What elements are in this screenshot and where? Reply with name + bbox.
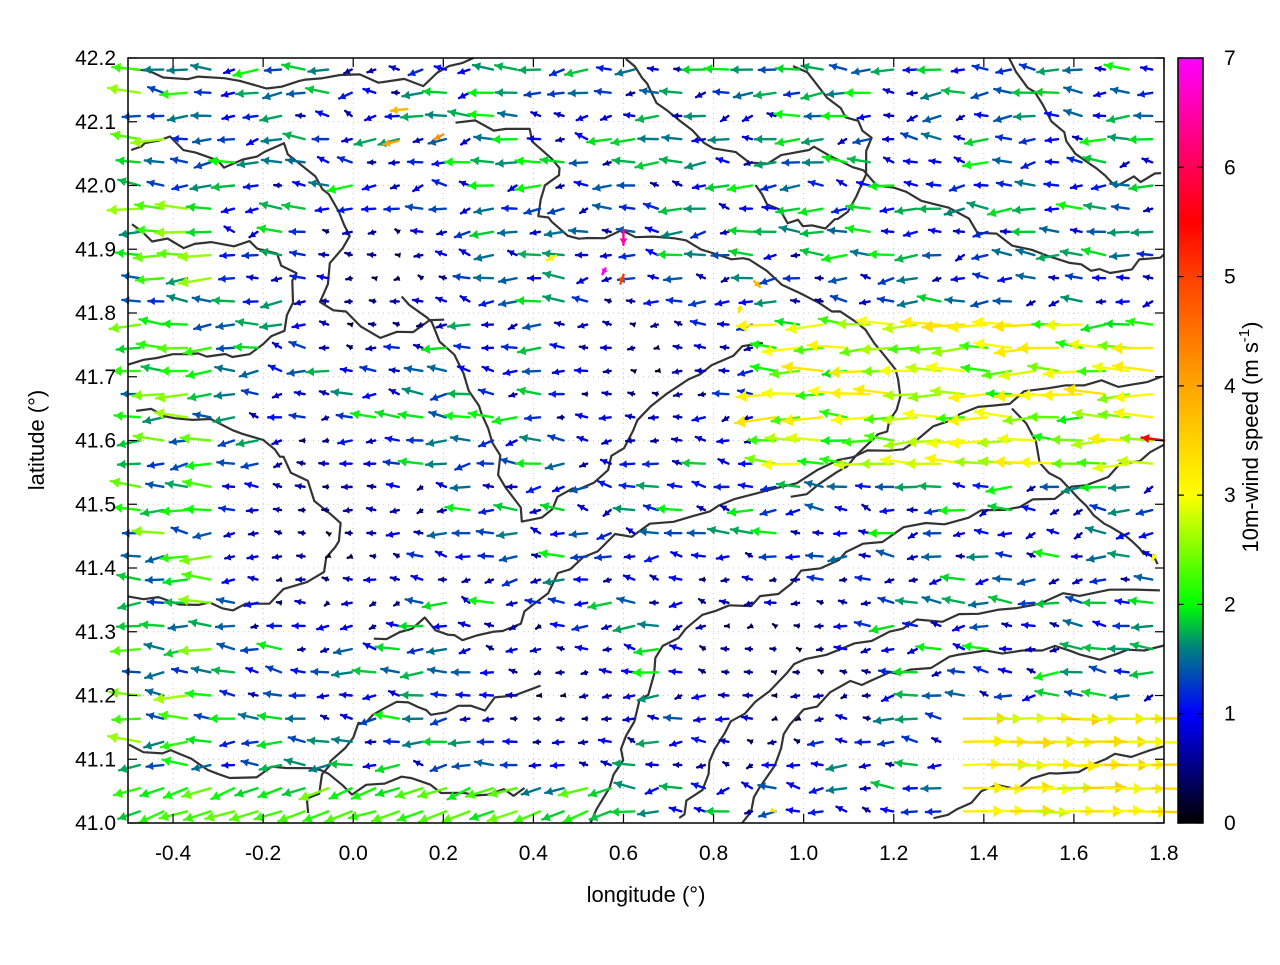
colorbar-title: 10m-wind speed (m s-1) — [1236, 322, 1263, 553]
y-tick-label: 41.9 — [75, 238, 116, 261]
y-tick-label: 41.7 — [75, 366, 116, 389]
colorbar-title-close: ) — [1238, 322, 1263, 329]
x-tick-label: 0.6 — [609, 842, 638, 865]
y-tick-label: 42.1 — [75, 111, 116, 134]
y-tick-label: 41.3 — [75, 621, 116, 644]
y-axis-title: latitude (°) — [24, 390, 49, 491]
colorbar-tick-label: 0 — [1224, 812, 1236, 835]
x-tick-label: 1.0 — [789, 842, 818, 865]
x-tick-label: 0.8 — [699, 842, 728, 865]
y-tick-label: 41.1 — [75, 748, 116, 771]
colorbar-tick-label: 7 — [1224, 47, 1236, 70]
y-tick-label: 41.5 — [75, 493, 116, 516]
colorbar-gradient — [1178, 58, 1203, 823]
x-tick-label: -0.2 — [245, 842, 281, 865]
y-tick-label: 42.0 — [75, 175, 116, 198]
colorbar-tick-label: 3 — [1224, 484, 1236, 507]
y-tick-label: 42.2 — [75, 47, 116, 70]
x-tick-label: 1.8 — [1149, 842, 1178, 865]
x-tick-label: 1.6 — [1059, 842, 1088, 865]
colorbar-tick-label: 5 — [1224, 266, 1236, 289]
x-tick-label: 0.4 — [519, 842, 549, 865]
y-tick-label: 41.0 — [75, 812, 116, 835]
x-axis-title: longitude (°) — [587, 882, 706, 907]
y-tick-label: 41.4 — [75, 557, 116, 580]
y-tick-label: 41.6 — [75, 430, 116, 453]
y-tick-label: 41.2 — [75, 685, 116, 708]
colorbar-tick-label: 4 — [1224, 375, 1236, 398]
x-tick-label: 1.2 — [879, 842, 908, 865]
x-tick-label: 1.4 — [969, 842, 999, 865]
colorbar-tick-label: 6 — [1224, 156, 1236, 179]
x-tick-label: 0.0 — [339, 842, 368, 865]
x-tick-label: 0.2 — [429, 842, 458, 865]
y-tick-label: 41.8 — [75, 302, 116, 325]
colorbar-title-sup: -1 — [1236, 329, 1253, 342]
x-tick-label: -0.4 — [155, 842, 192, 865]
colorbar-tick-label: 1 — [1224, 703, 1236, 726]
colorbar-title-main: 10m-wind speed (m s — [1238, 342, 1263, 552]
colorbar-tick-label: 2 — [1224, 593, 1236, 616]
